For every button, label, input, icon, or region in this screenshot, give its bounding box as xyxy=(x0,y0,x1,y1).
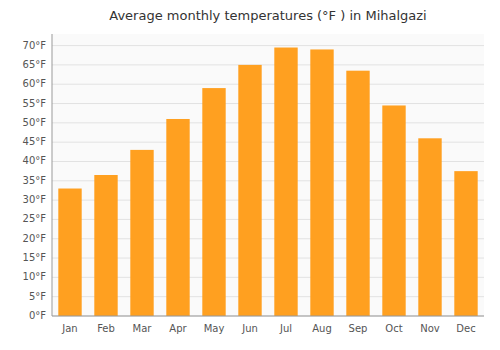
grid-line xyxy=(52,64,484,65)
bars xyxy=(58,48,477,316)
chart-container: 0°F 5°F 10°F 15°F 20°F 25°F 30°F 35°F 40°F 45°F 50… xyxy=(0,0,500,350)
bar xyxy=(58,189,81,316)
bar xyxy=(310,49,333,316)
y-tick-label: 15°F xyxy=(23,252,47,263)
y-tick-label: 5°F xyxy=(29,291,46,302)
bar xyxy=(202,88,225,316)
y-tick-label: 40°F xyxy=(23,155,47,166)
grid-line xyxy=(52,316,484,317)
x-tick-label: Aug xyxy=(312,323,332,334)
y-tick-label: 60°F xyxy=(23,78,47,89)
y-tick-label: 20°F xyxy=(23,233,47,244)
y-tick-labels: 0°F 5°F 10°F 15°F 20°F 25°F 30°F 35°F 40°F 45°F 50… xyxy=(23,40,47,321)
y-tick-label: 30°F xyxy=(23,194,47,205)
grid-line xyxy=(52,84,484,85)
bar xyxy=(454,171,477,316)
x-tick-label: Feb xyxy=(97,323,115,334)
bar xyxy=(382,105,405,316)
y-tick-label: 35°F xyxy=(23,175,47,186)
plot-area xyxy=(52,34,484,316)
y-tick-label: 25°F xyxy=(23,213,47,224)
y-grid xyxy=(52,46,484,316)
y-tick-label: 65°F xyxy=(23,59,47,70)
title: Average monthly temperatures (°F ) in Mi… xyxy=(109,8,426,23)
x-tick-label: Sep xyxy=(349,323,368,334)
y-tick-label: 70°F xyxy=(23,40,47,51)
y-tick-label: 0°F xyxy=(29,310,46,321)
grid-line xyxy=(52,122,484,123)
y-tick-label: 45°F xyxy=(23,136,47,147)
bar xyxy=(346,71,369,316)
grid-line xyxy=(52,103,484,104)
x-tick-label: Oct xyxy=(385,323,402,334)
y-axis-line xyxy=(52,34,53,316)
bar xyxy=(274,48,297,316)
grid-line xyxy=(52,45,484,46)
y-tick-label: 10°F xyxy=(23,271,47,282)
x-tick-label: Jul xyxy=(279,323,292,334)
bar xyxy=(130,150,153,316)
x-axis-line xyxy=(52,316,484,317)
chart: 0°F 5°F 10°F 15°F 20°F 25°F 30°F 35°F 40°F 45°F 50… xyxy=(0,0,500,350)
x-tick-label: Dec xyxy=(456,323,475,334)
x-tick-label: Nov xyxy=(420,323,440,334)
x-tick-label: May xyxy=(204,323,225,334)
bar xyxy=(166,119,189,316)
bar xyxy=(94,175,117,316)
y-tick-label: 55°F xyxy=(23,98,47,109)
y-tick-label: 50°F xyxy=(23,117,47,128)
x-tick-label: Jun xyxy=(241,323,258,334)
x-tick-labels: Jan Feb Mar Apr May Jun Jul Aug Sep Oct Nov Dec xyxy=(61,323,475,334)
x-tick-label: Apr xyxy=(169,323,187,334)
bar xyxy=(238,65,261,316)
bar xyxy=(418,138,441,316)
x-tick-label: Jan xyxy=(61,323,77,334)
x-tick-label: Mar xyxy=(133,323,153,334)
